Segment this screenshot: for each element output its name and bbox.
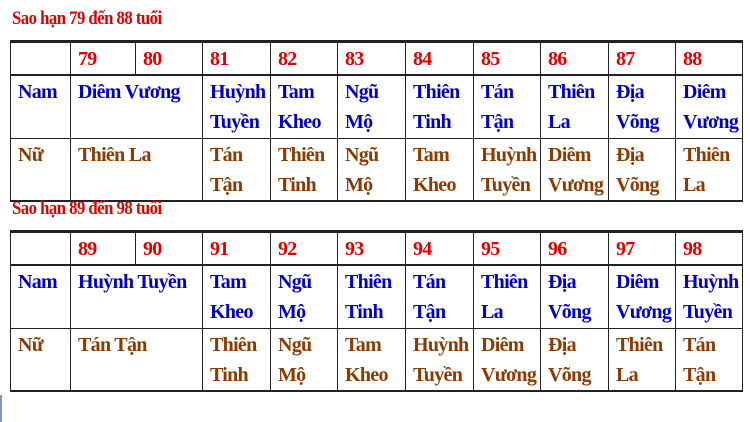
star-cell: Thiên La: [540, 74, 609, 139]
horoscope-table: 79 80 81 82 83 84 85 86 87 88 Nam Diêm Vương Huỳnh T…: [10, 40, 743, 202]
star-cell: Địa Võng: [608, 138, 676, 202]
age-cell: 84: [405, 40, 474, 76]
age-cell: 86: [540, 40, 609, 76]
star-cell: Tán Tận: [675, 328, 743, 392]
age-cell: 98: [675, 230, 743, 266]
row-label: Nữ: [10, 328, 71, 392]
star-cell: Huỳnh Tuyền: [473, 138, 541, 202]
age-cell: 82: [270, 40, 338, 76]
star-cell: Thiên Tinh: [202, 328, 271, 392]
age-cell: 94: [405, 230, 474, 266]
star-cell: Thiên Tinh: [337, 264, 406, 329]
star-cell: Tam Kheo: [270, 74, 338, 139]
corner-cell: [10, 230, 71, 266]
row-label: Nữ: [10, 138, 71, 202]
age-cell: 92: [270, 230, 338, 266]
nam-row: Nam Huỳnh Tuyền Tam Kheo Ngũ Mộ Thiên Tinh Tá…: [10, 264, 743, 329]
age-cell: 95: [473, 230, 541, 266]
star-cell: Huỳnh Tuyền: [202, 74, 271, 139]
star-cell: Tán Tận: [473, 74, 541, 139]
nu-row: Nữ Tán Tận Thiên Tinh Ngũ Mộ Tam Kheo Huỳnh T…: [10, 328, 743, 392]
age-header-row: 79 80 81 82 83 84 85 86 87 88: [10, 40, 743, 76]
age-cell: 81: [202, 40, 271, 76]
star-cell: Thiên Tinh: [405, 74, 474, 139]
age-cell: 80: [135, 40, 203, 76]
star-cell: Thiên La: [608, 328, 676, 392]
star-cell: Địa Võng: [540, 328, 609, 392]
star-cell: Ngũ Mộ: [270, 264, 338, 329]
star-cell: Tam Kheo: [337, 328, 406, 392]
star-cell-merged: Tán Tận: [70, 328, 203, 392]
age-cell: 96: [540, 230, 609, 266]
age-cell: 88: [675, 40, 743, 76]
age-cell: 93: [337, 230, 406, 266]
star-cell: Tán Tận: [405, 264, 474, 329]
row-label: Nam: [10, 264, 71, 329]
star-cell: Địa Võng: [608, 74, 676, 139]
age-cell: 91: [202, 230, 271, 266]
age-cell: 83: [337, 40, 406, 76]
star-cell-merged: Diêm Vương: [70, 74, 203, 139]
age-cell: 89: [70, 230, 136, 266]
age-header-row: 89 90 91 92 93 94 95 96 97 98: [10, 230, 743, 266]
star-cell: Thiên Tinh: [270, 138, 338, 202]
row-label: Nam: [10, 74, 71, 139]
star-cell-merged: Huỳnh Tuyền: [70, 264, 203, 329]
star-cell: Ngũ Mộ: [337, 138, 406, 202]
table-title: Sao hạn 79 đến 88 tuổi: [12, 8, 162, 29]
age-cell: 87: [608, 40, 676, 76]
age-cell: 79: [70, 40, 136, 76]
star-cell: Diêm Vương: [675, 74, 743, 139]
nu-row: Nữ Thiên La Tán Tận Thiên Tinh Ngũ Mộ Tam Khe…: [10, 138, 743, 202]
star-cell: Huỳnh Tuyền: [675, 264, 743, 329]
star-cell: Diêm Vương: [540, 138, 609, 202]
nam-row: Nam Diêm Vương Huỳnh Tuyền Tam Kheo Ngũ Mộ Th…: [10, 74, 743, 139]
star-cell: Ngũ Mộ: [337, 74, 406, 139]
age-cell: 90: [135, 230, 203, 266]
star-cell-merged: Thiên La: [70, 138, 203, 202]
star-cell: Ngũ Mộ: [270, 328, 338, 392]
star-cell: Thiên La: [675, 138, 743, 202]
left-edge-decoration: [0, 395, 2, 422]
star-cell: Diêm Vương: [608, 264, 676, 329]
star-cell: Tán Tận: [202, 138, 271, 202]
star-cell: Thiên La: [473, 264, 541, 329]
age-cell: 97: [608, 230, 676, 266]
star-cell: Tam Kheo: [405, 138, 474, 202]
horoscope-table: 89 90 91 92 93 94 95 96 97 98 Nam Huỳnh Tuyền Tam Kh…: [10, 230, 743, 392]
star-cell: Tam Kheo: [202, 264, 271, 329]
age-cell: 85: [473, 40, 541, 76]
star-cell: Diêm Vương: [473, 328, 541, 392]
corner-cell: [10, 40, 71, 76]
table-title: Sao hạn 89 đến 98 tuổi: [12, 198, 162, 219]
star-cell: Địa Võng: [540, 264, 609, 329]
star-cell: Huỳnh Tuyền: [405, 328, 474, 392]
